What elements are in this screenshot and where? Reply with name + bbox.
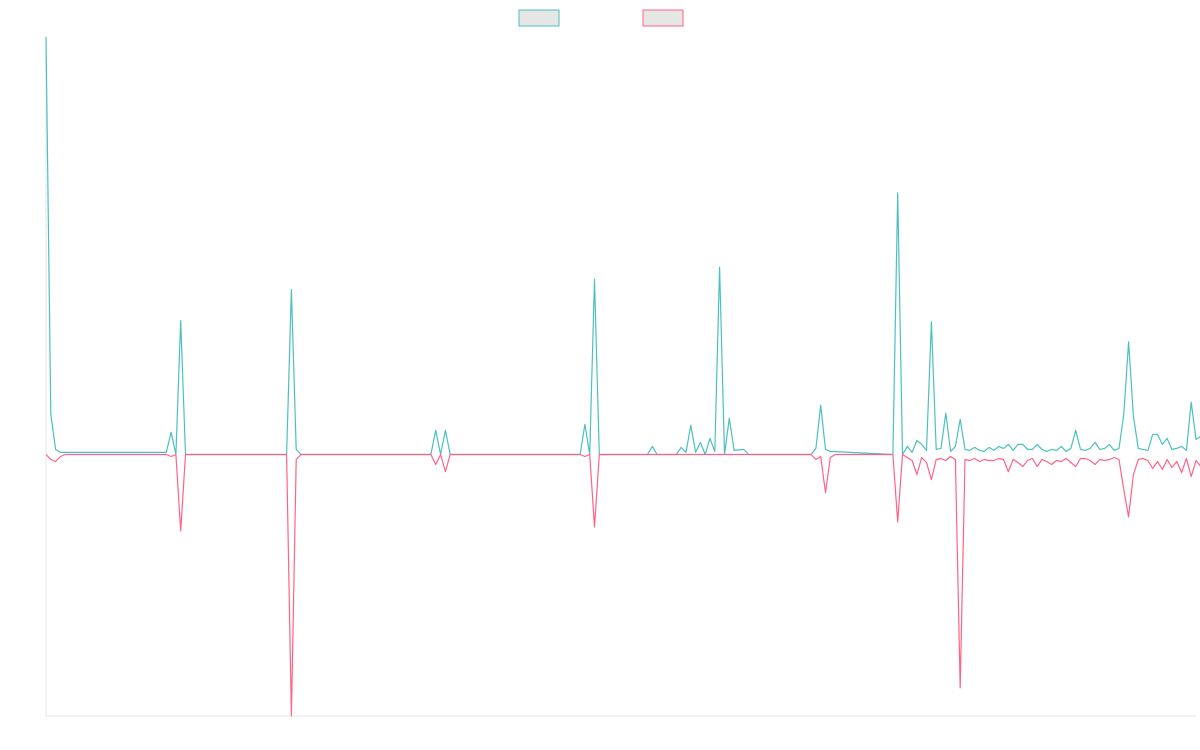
legend — [518, 9, 684, 27]
legend-swatch-1 — [518, 9, 560, 27]
legend-item-1[interactable] — [518, 9, 560, 27]
legend-item-2[interactable] — [642, 9, 684, 27]
series-line-2 — [45, 453, 1200, 717]
series-layer — [45, 36, 1200, 717]
axes — [45, 37, 1196, 717]
legend-swatch-2 — [642, 9, 684, 27]
series-line-1 — [45, 36, 1200, 456]
